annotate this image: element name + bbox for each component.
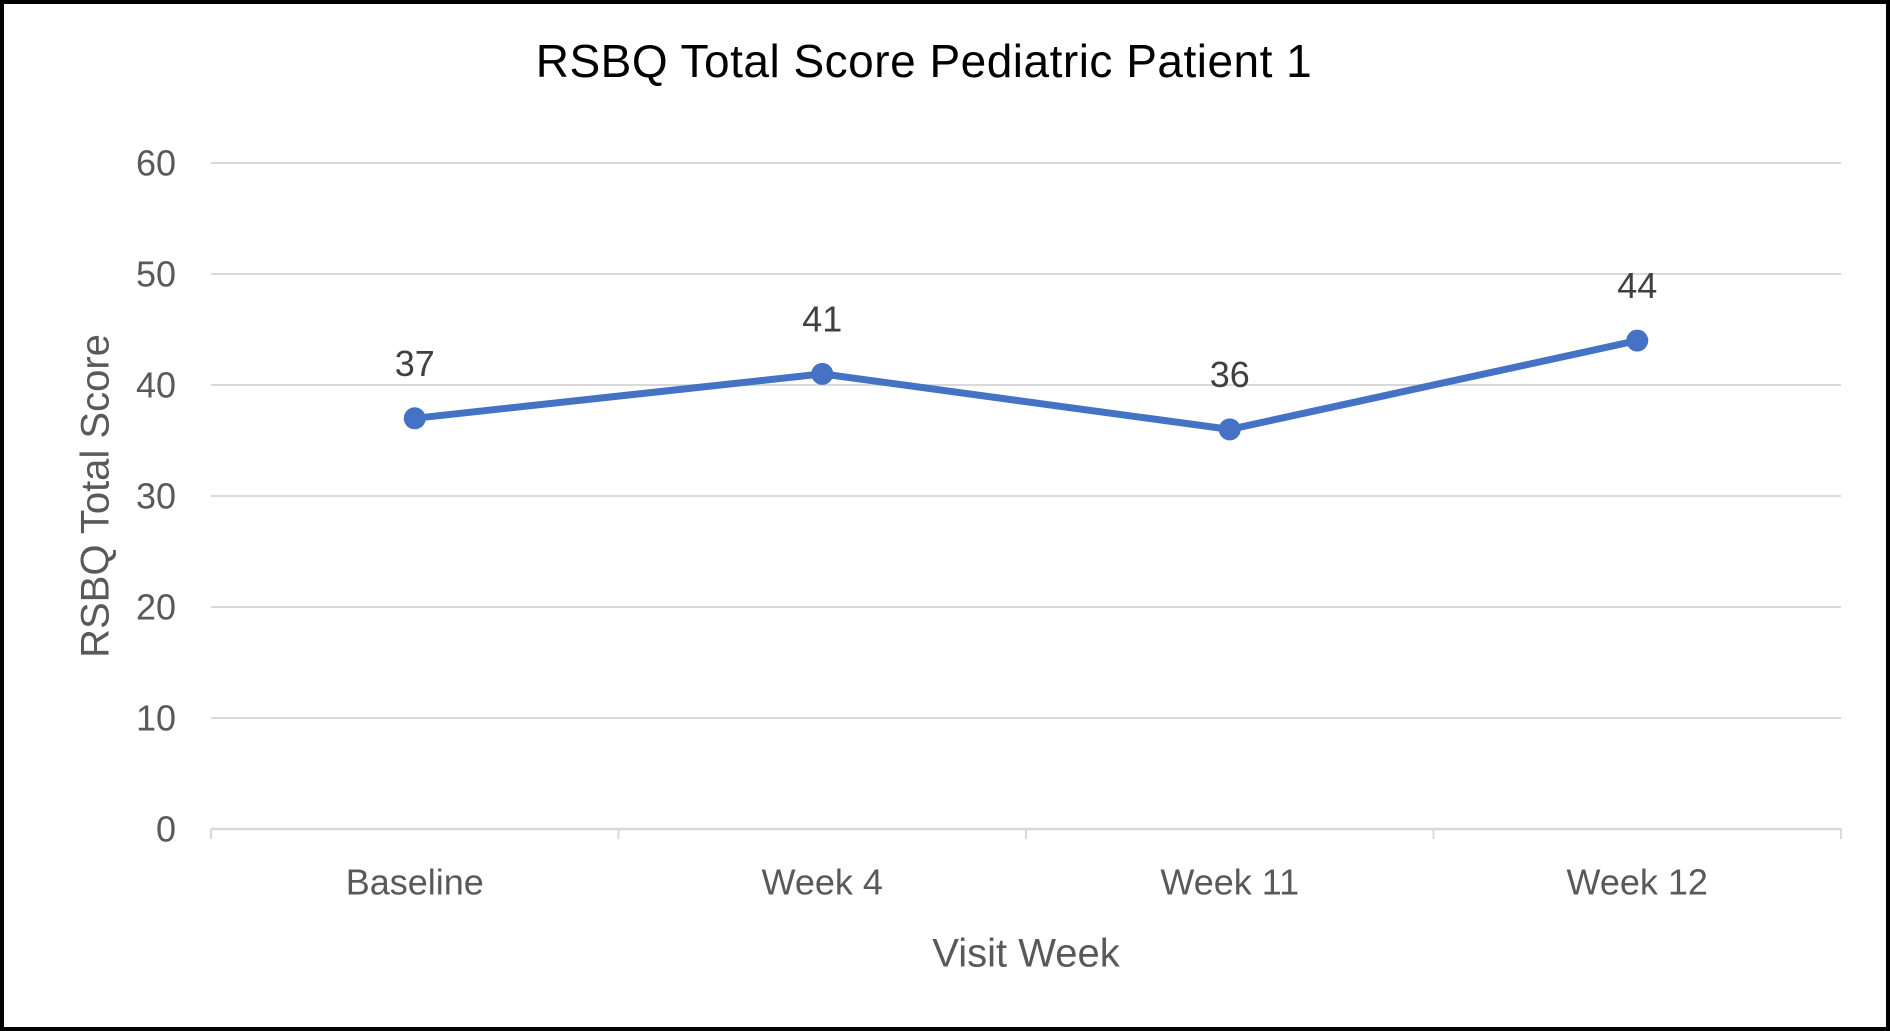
y-tick-label-20: 20 (136, 587, 176, 628)
data-label: 44 (1617, 265, 1657, 306)
data-label: 37 (395, 343, 435, 384)
chart-title: RSBQ Total Score Pediatric Patient 1 (535, 35, 1313, 87)
data-point-marker (1626, 329, 1649, 352)
x-axis-title: Visit Week (932, 931, 1120, 976)
data-point-marker (811, 362, 834, 385)
y-tick-label-40: 40 (136, 365, 176, 406)
x-category-label: Baseline (346, 862, 484, 903)
x-category-label: Week 11 (1160, 862, 1299, 903)
series-line (411, 337, 1641, 433)
line-chart-plot-area: 0 10 20 30 40 50 60 Baseline Week 4 Week 11 Week 1… (136, 143, 1842, 903)
y-tick-label-60: 60 (136, 143, 176, 184)
y-tick-label-0: 0 (156, 809, 176, 850)
y-tick-label-50: 50 (136, 254, 176, 295)
data-label: 41 (802, 298, 842, 339)
data-point-marker (403, 407, 426, 430)
data-label: 36 (1210, 354, 1250, 395)
y-tick-label-10: 10 (136, 698, 176, 739)
x-category-label: Week 12 (1567, 862, 1708, 903)
y-tick-label-30: 30 (136, 476, 176, 517)
data-point-marker (1218, 418, 1241, 441)
x-category-label: Week 4 (762, 862, 883, 903)
